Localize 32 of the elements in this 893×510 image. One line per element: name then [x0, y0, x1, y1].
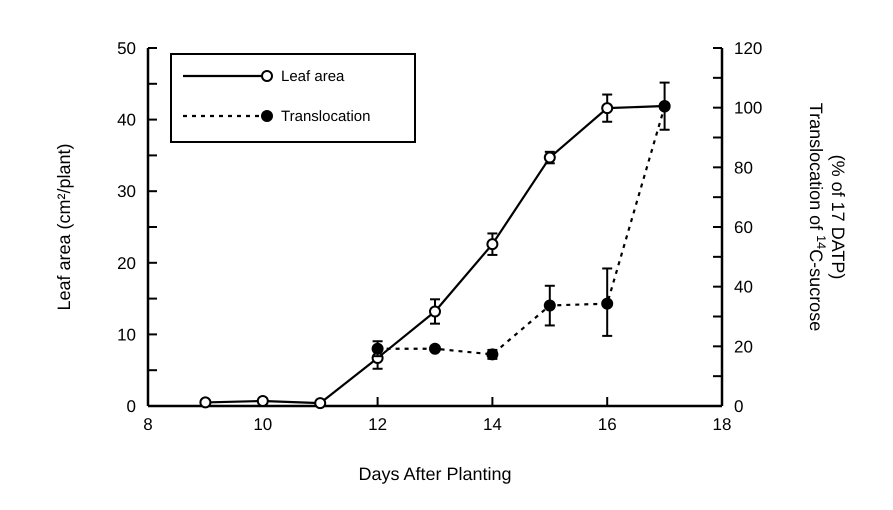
y2-tick-label: 100	[734, 98, 762, 118]
y-tick-label: 50	[117, 39, 136, 58]
y-tick-label: 40	[117, 110, 136, 130]
y2-tick-label: 60	[734, 218, 753, 237]
y2-tick-label: 40	[734, 278, 753, 297]
y2-tick-label: 120	[734, 39, 762, 58]
y-tick-label: 10	[117, 325, 136, 344]
point	[601, 102, 614, 114]
y2-tick-label: 80	[734, 158, 753, 178]
legend-label: Leaf area	[281, 68, 346, 85]
y2-tick-label: 0	[734, 397, 744, 416]
y-axis-title: Leaf area (cm²/plant)	[54, 143, 74, 311]
point	[314, 397, 326, 410]
x-tick-label: 18	[712, 415, 732, 434]
point	[199, 396, 212, 408]
y-tick-label: 0	[126, 397, 136, 416]
legend-label: Translocation	[281, 108, 370, 125]
y-tick-label: 30	[117, 182, 136, 202]
x-tick-label: 14	[482, 415, 502, 434]
x-tick-label: 8	[143, 415, 153, 434]
point	[486, 238, 498, 250]
x-tick-label: 12	[368, 415, 388, 434]
x-axis-title: Days After Planting	[358, 464, 512, 484]
x-tick-label: 10	[253, 415, 272, 434]
point	[601, 298, 614, 310]
x-tick-label: 16	[598, 415, 617, 434]
point	[544, 299, 556, 312]
y-tick-label: 20	[117, 254, 136, 273]
point	[372, 342, 384, 355]
y2-tick-label: 20	[734, 337, 753, 356]
point	[429, 305, 441, 318]
point	[429, 342, 441, 355]
